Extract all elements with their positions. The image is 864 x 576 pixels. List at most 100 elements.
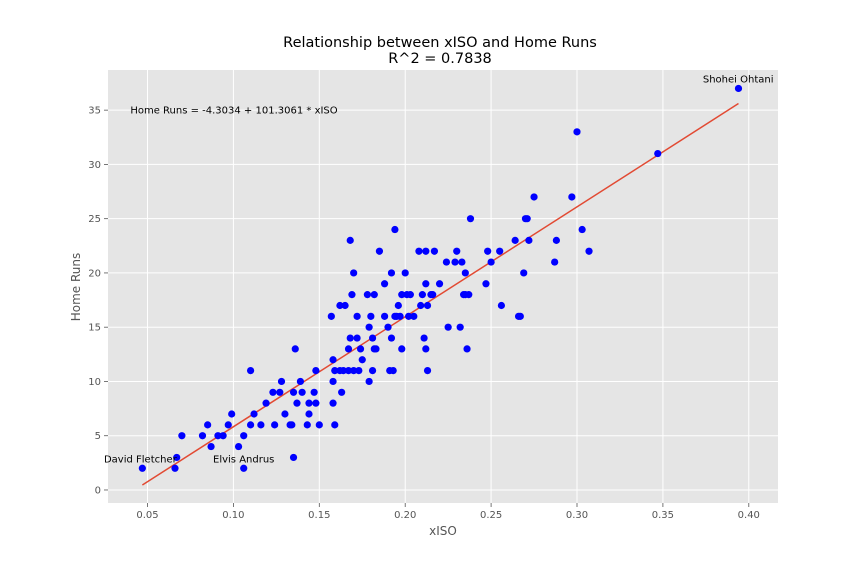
data-point <box>331 367 339 375</box>
data-point <box>578 225 586 234</box>
data-point <box>463 345 471 353</box>
data-point <box>387 334 396 342</box>
data-point <box>384 323 392 331</box>
point-labels: Shohei Ohtani David Fletcher Elvis Andrus <box>104 74 774 465</box>
regression-line <box>141 102 739 486</box>
data-point <box>305 399 313 407</box>
data-point <box>269 388 277 396</box>
data-point <box>271 421 279 429</box>
data-point <box>341 301 349 310</box>
data-point <box>312 367 320 375</box>
x-tick-label: 0.30 <box>566 510 588 521</box>
x-axis-label: xISO <box>429 524 457 538</box>
x-tick-label: 0.20 <box>394 510 416 521</box>
y-tick-label: 5 <box>95 431 101 442</box>
data-point <box>353 312 361 320</box>
data-point <box>415 247 423 255</box>
data-point <box>552 236 560 244</box>
data-point <box>296 377 305 386</box>
data-point <box>365 323 373 331</box>
data-point <box>348 291 356 299</box>
data-point <box>171 464 179 472</box>
x-tick-label: 0.40 <box>738 510 760 521</box>
data-point <box>551 258 559 266</box>
data-point <box>520 269 528 277</box>
data-point <box>173 453 181 462</box>
data-point <box>391 225 399 234</box>
data-point <box>291 345 299 353</box>
chart-title: Relationship between xISO and Home Runs <box>283 35 597 51</box>
data-point <box>293 399 301 407</box>
data-point <box>484 247 492 255</box>
y-tick-label: 0 <box>95 485 101 496</box>
y-tick-label: 25 <box>88 214 101 225</box>
data-point <box>429 291 437 299</box>
y-axis-label: Home Runs <box>69 253 83 322</box>
data-point <box>368 334 377 342</box>
data-point <box>465 291 473 299</box>
data-point <box>353 334 361 342</box>
data-point <box>363 291 372 299</box>
x-tick-label: 0.25 <box>480 510 502 521</box>
data-point <box>420 334 428 342</box>
x-tick-label: 0.05 <box>136 510 158 521</box>
data-point <box>523 215 531 223</box>
data-point <box>350 367 358 375</box>
y-tick-label: 15 <box>88 323 101 334</box>
data-point <box>456 323 464 331</box>
y-tick-label: 20 <box>88 268 101 279</box>
data-point <box>356 345 365 353</box>
data-point <box>497 301 506 310</box>
data-point <box>453 247 461 255</box>
y-tick-label: 30 <box>88 160 101 171</box>
data-point <box>365 377 373 386</box>
data-point <box>219 432 227 440</box>
data-point <box>339 367 347 375</box>
data-point <box>338 388 346 396</box>
data-point <box>327 312 335 320</box>
data-point <box>368 367 377 375</box>
data-point <box>406 291 414 299</box>
data-point <box>329 399 337 407</box>
point-label: Shohei Ohtani <box>703 74 774 85</box>
data-point <box>246 367 255 375</box>
data-point <box>289 453 298 462</box>
data-point <box>573 128 581 136</box>
data-point <box>430 247 439 255</box>
data-point <box>734 84 743 93</box>
data-point <box>398 291 406 299</box>
data-point <box>288 421 296 429</box>
data-point <box>372 345 380 353</box>
x-tick-label: 0.35 <box>652 510 674 521</box>
data-point <box>418 291 426 299</box>
data-point <box>344 367 353 375</box>
data-point <box>344 345 353 353</box>
data-point <box>380 312 389 320</box>
data-point <box>298 388 306 396</box>
data-point <box>310 388 318 396</box>
data-point <box>410 312 418 320</box>
point-label: David Fletcher <box>104 454 178 465</box>
data-point <box>234 442 243 451</box>
data-point <box>466 215 475 223</box>
data-point <box>487 258 495 266</box>
data-point <box>451 258 459 266</box>
data-point <box>224 421 232 429</box>
x-tick-label: 0.10 <box>222 510 244 521</box>
data-point <box>329 377 337 386</box>
data-point <box>214 432 222 440</box>
data-point <box>336 301 344 310</box>
y-tick-label: 35 <box>88 106 101 117</box>
data-point <box>289 388 298 396</box>
data-points <box>138 84 743 472</box>
data-point <box>417 301 425 310</box>
data-point <box>568 193 576 201</box>
data-point <box>355 367 363 375</box>
data-point <box>329 356 337 364</box>
data-point <box>246 421 255 429</box>
data-point <box>370 291 378 299</box>
data-point <box>262 399 270 407</box>
data-point <box>315 421 323 429</box>
data-point <box>654 149 662 158</box>
